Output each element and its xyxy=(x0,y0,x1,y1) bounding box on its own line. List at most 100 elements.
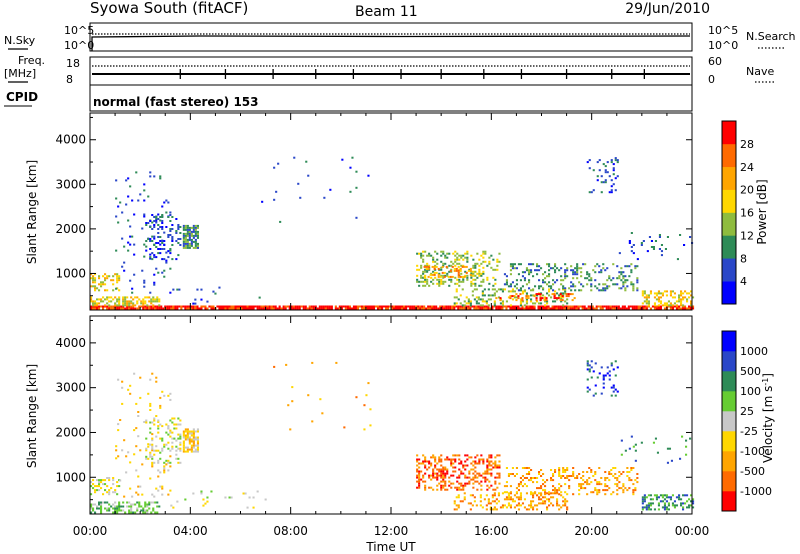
power-cell xyxy=(517,305,520,308)
velocity-cell xyxy=(490,460,493,463)
velocity-cell xyxy=(596,481,599,484)
power-cell xyxy=(561,299,564,302)
velocity-cell xyxy=(184,430,187,433)
velocity-cell xyxy=(444,480,447,483)
power-cell xyxy=(100,281,103,284)
power-cell xyxy=(296,307,299,310)
power-cell xyxy=(494,268,497,271)
power-cell xyxy=(420,252,423,255)
power-cell xyxy=(565,293,568,296)
velocity-cell xyxy=(94,491,97,494)
power-cell xyxy=(258,296,261,299)
velocity-cell xyxy=(532,477,535,479)
power-cell xyxy=(495,297,498,300)
velocity-cell xyxy=(230,496,233,499)
velocity-cell xyxy=(138,503,141,506)
power-cell xyxy=(598,271,601,274)
power-cell xyxy=(150,302,153,305)
cpid-text: normal (fast stereo) 153 xyxy=(93,95,259,109)
velocity-cell xyxy=(460,470,463,473)
power-cell xyxy=(554,290,557,293)
colorbar-tick-label: 8 xyxy=(740,252,747,265)
power-cell xyxy=(204,305,207,308)
power-cell xyxy=(474,266,477,269)
velocity-cell xyxy=(463,498,466,501)
power-cell xyxy=(661,294,665,297)
velocity-cell xyxy=(582,479,585,482)
velocity-cell xyxy=(470,462,473,465)
power-cell xyxy=(127,195,130,198)
power-cell xyxy=(104,273,107,276)
power-cell xyxy=(688,307,691,310)
power-cell xyxy=(603,305,606,308)
velocity-cell xyxy=(608,479,611,482)
power-cell xyxy=(515,305,518,308)
power-cell xyxy=(122,305,125,308)
power-cell xyxy=(594,265,597,268)
power-cell xyxy=(470,272,473,275)
x-tick-labels: 00:00 04:00 08:00 12:00 16:00 20:00 00:00 xyxy=(73,524,710,538)
power-cell xyxy=(542,288,545,291)
power-cell xyxy=(496,268,499,271)
velocity-cell xyxy=(525,492,529,495)
power-cell xyxy=(511,263,515,266)
colorbar-tick-label: 24 xyxy=(740,161,754,174)
velocity-cell xyxy=(634,487,637,490)
power-cell xyxy=(146,307,149,310)
power-cell xyxy=(569,293,572,296)
velocity-cell xyxy=(564,483,567,486)
power-cell xyxy=(196,236,200,239)
velocity-cell xyxy=(159,457,162,460)
power-cell xyxy=(451,265,454,268)
power-cell xyxy=(465,302,468,305)
power-cell xyxy=(318,307,321,310)
velocity-cell xyxy=(596,493,599,496)
colorbar-swatch xyxy=(722,143,736,168)
power-cell xyxy=(620,271,623,274)
power-cell xyxy=(453,302,456,305)
power-cell xyxy=(436,278,439,281)
power-cell xyxy=(284,305,287,308)
power-cell xyxy=(450,268,453,271)
power-cell xyxy=(616,175,619,178)
power-cell xyxy=(236,305,239,308)
nsky-tick-top: 10^5 xyxy=(64,24,94,37)
power-cell xyxy=(636,281,639,284)
power-cell xyxy=(155,221,158,224)
power-cell xyxy=(554,263,557,266)
velocity-cell xyxy=(418,470,421,473)
x-tick-label: 04:00 xyxy=(173,524,208,538)
velocity-cell xyxy=(584,487,587,490)
power-cell xyxy=(530,298,533,301)
velocity-cell xyxy=(418,474,421,477)
power-cell xyxy=(258,305,261,308)
power-cell xyxy=(489,298,492,301)
velocity-cell xyxy=(468,482,471,485)
velocity-cell xyxy=(442,486,445,489)
power-cell xyxy=(541,297,544,300)
power-cell xyxy=(491,305,494,308)
power-cell xyxy=(352,305,356,308)
power-cell xyxy=(673,305,677,308)
power-cell xyxy=(458,278,461,281)
power-cell xyxy=(564,263,567,266)
velocity-cell xyxy=(556,498,559,501)
velocity-cell xyxy=(442,468,445,471)
velocity-cell xyxy=(476,480,479,483)
velocity-cell xyxy=(578,483,581,486)
power-cell xyxy=(304,307,307,310)
velocity-cell xyxy=(602,489,605,492)
velocity-cell xyxy=(552,492,555,495)
velocity-cell xyxy=(494,462,497,465)
power-cell xyxy=(478,284,481,287)
power-cell xyxy=(194,234,197,237)
power-cell xyxy=(171,236,174,238)
velocity-cell xyxy=(647,502,651,505)
power-cell xyxy=(643,300,646,303)
velocity-cell xyxy=(558,504,561,507)
power-cell xyxy=(641,292,644,295)
velocity-cell xyxy=(456,486,459,489)
velocity-cell xyxy=(618,475,621,477)
power-cell xyxy=(478,264,481,267)
velocity-cell xyxy=(507,504,511,507)
